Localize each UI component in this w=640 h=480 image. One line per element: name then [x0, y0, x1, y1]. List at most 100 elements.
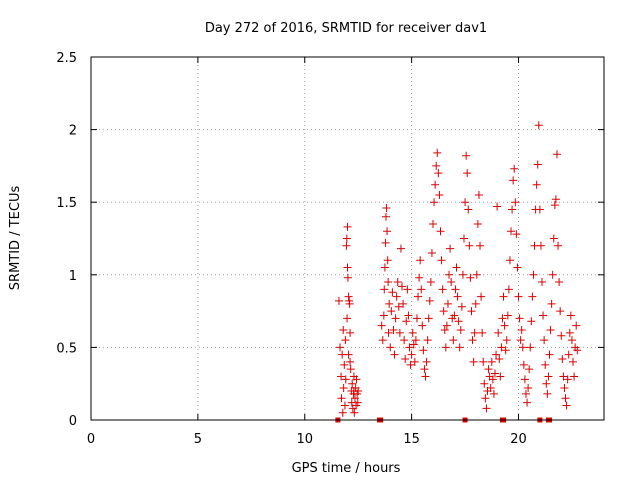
data-point [441, 343, 450, 352]
data-point [410, 357, 419, 366]
data-point [480, 379, 489, 388]
plot-frame [90, 56, 605, 421]
data-point [555, 278, 564, 287]
data-point [458, 270, 467, 279]
data-point [452, 263, 461, 272]
data-point [350, 408, 359, 417]
data-point [449, 336, 458, 345]
data-point [443, 299, 452, 308]
data-point [420, 365, 429, 374]
data-point [402, 317, 411, 326]
data-point [501, 346, 510, 355]
data-point [552, 150, 561, 159]
data-point [546, 325, 555, 334]
data-point [518, 343, 527, 352]
data-point [384, 278, 393, 287]
data-point [558, 355, 567, 364]
data-point [404, 311, 413, 320]
data-point [334, 296, 343, 305]
data-point [419, 346, 428, 355]
data-point [533, 160, 542, 169]
data-point [496, 372, 505, 381]
data-point [524, 384, 533, 393]
data-point [463, 169, 472, 178]
data-point [395, 328, 404, 337]
data-point [467, 307, 476, 316]
data-point [455, 343, 464, 352]
data-point [346, 328, 355, 337]
data-point [481, 394, 490, 403]
data-point [564, 350, 573, 359]
data-point [434, 169, 443, 178]
data-point [521, 389, 530, 398]
data-point [545, 350, 554, 359]
data-point [503, 311, 512, 320]
data-point [450, 311, 459, 320]
data-point [466, 273, 475, 282]
data-point [432, 161, 441, 170]
data-point [391, 314, 400, 323]
data-point [505, 256, 514, 265]
data-point [337, 372, 346, 381]
data-point [406, 360, 415, 369]
data-point [412, 314, 421, 323]
x-tick-label: 15 [403, 432, 420, 447]
data-point [349, 386, 358, 395]
x-axis-label: GPS time / hours [292, 461, 401, 476]
data-point [510, 164, 519, 173]
data-point [534, 121, 543, 130]
data-point [436, 227, 445, 236]
y-tick-label: 2.5 [56, 51, 77, 66]
data-point [495, 355, 504, 364]
data-point [560, 384, 569, 393]
data-point [439, 307, 448, 316]
data-point [544, 372, 553, 381]
y-tick-label: 2 [69, 124, 77, 139]
data-point [487, 357, 496, 366]
data-point [425, 296, 434, 305]
data-point [393, 278, 402, 287]
data-point [408, 328, 417, 337]
data-point [423, 336, 432, 345]
data-point [539, 311, 548, 320]
data-point [556, 307, 565, 316]
data-point [482, 404, 491, 413]
x-tick-label: 5 [194, 432, 202, 447]
data-point [415, 273, 424, 282]
y-axis-label: SRMTID / TECUs [8, 186, 23, 291]
data-point [340, 401, 349, 410]
data-point [515, 314, 524, 323]
data-point [377, 321, 386, 330]
data-point [573, 346, 582, 355]
data-point [342, 241, 351, 250]
data-point [488, 375, 497, 384]
data-point [343, 314, 352, 323]
data-point [551, 195, 560, 204]
data-point [421, 372, 430, 381]
data-point [516, 336, 525, 345]
data-point [343, 222, 352, 231]
data-point [383, 227, 392, 236]
data-point [346, 357, 355, 366]
data-point [339, 325, 348, 334]
data-point [462, 151, 471, 160]
data-point [350, 394, 359, 403]
data-point [340, 360, 349, 369]
data-point [343, 263, 352, 272]
data-point [348, 379, 357, 388]
data-point [426, 278, 435, 287]
data-point [489, 389, 498, 398]
data-point [384, 328, 393, 337]
data-point [344, 292, 353, 301]
data-point [447, 278, 456, 287]
data-point [514, 292, 523, 301]
data-point [461, 198, 470, 207]
data-point [456, 325, 465, 334]
data-point [527, 317, 536, 326]
x-tick-label: 0 [87, 432, 95, 447]
data-point [403, 285, 412, 294]
data-point [492, 350, 501, 359]
data-point [547, 299, 556, 308]
data-point [445, 270, 454, 279]
data-point [414, 292, 423, 301]
